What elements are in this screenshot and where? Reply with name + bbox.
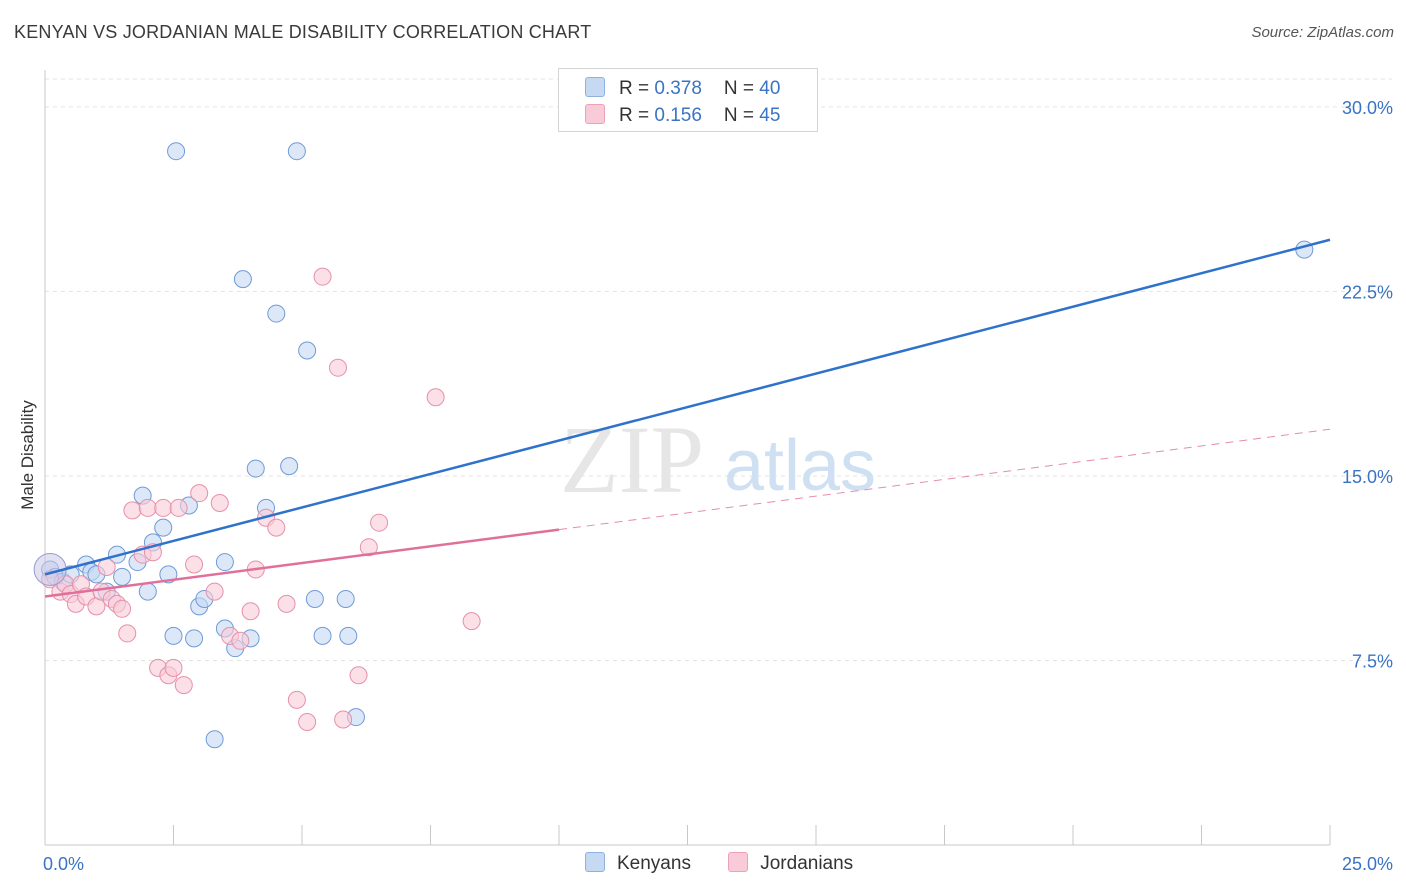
kenyan-point: [205, 730, 224, 749]
watermark-atlas: atlas: [724, 426, 876, 506]
kenyan-point: [113, 567, 132, 586]
kenyan-point: [233, 270, 252, 289]
jordanian-point: [169, 498, 188, 517]
kenyan-point: [287, 142, 306, 161]
legend-n-value: 40: [759, 78, 781, 99]
legend-n-label: N =: [723, 105, 760, 126]
legend-item-kenyans: Kenyans: [585, 852, 691, 875]
kenyans-trend-line: [44, 238, 1331, 576]
kenyan-point: [159, 565, 178, 584]
kenyan-point: [185, 629, 204, 648]
y-tick-label: 7.5%: [1352, 651, 1393, 671]
legend-label-kenyans: Kenyans: [617, 853, 691, 874]
jordanian-point: [231, 631, 250, 650]
jordanians-swatch: [728, 852, 749, 872]
kenyan-point: [336, 589, 355, 608]
jordanian-point: [241, 602, 260, 621]
kenyan-point: [267, 304, 286, 323]
jordanian-point: [359, 538, 378, 557]
jordanian-point: [334, 710, 353, 729]
y-tick-label: 22.5%: [1342, 282, 1393, 302]
jordanian-point: [205, 582, 224, 601]
kenyan-point: [215, 553, 234, 572]
kenyan-point: [246, 459, 265, 478]
legend-n-value: 45: [759, 105, 781, 126]
kenyan-point: [339, 626, 358, 645]
jordanian-point: [123, 501, 142, 520]
kenyans-swatch: [585, 852, 605, 872]
jordanian-point: [185, 555, 204, 574]
legend-n-label: N =: [723, 78, 760, 99]
source-credit: Source: ZipAtlas.com: [1251, 24, 1394, 41]
jordanian-point: [277, 594, 296, 613]
stats-legend: R = 0.378 N = 40 R = 0.156 N = 45: [558, 68, 818, 132]
kenyan-point: [305, 589, 324, 608]
jordanian-point: [287, 690, 306, 709]
kenyan-point: [167, 142, 186, 161]
legend-item-jordanians: Jordanians: [728, 852, 853, 875]
grid-lines: [45, 78, 1392, 661]
jordanian-point: [298, 712, 317, 731]
jordanian-point: [267, 518, 286, 537]
axes: [44, 70, 1331, 846]
x-tick-label: 0.0%: [43, 854, 84, 874]
y-tick-label: 30.0%: [1342, 98, 1393, 118]
jordanian-point: [462, 612, 481, 631]
watermark: ZIP atlas: [560, 406, 876, 513]
trend-lines: [44, 238, 1331, 598]
y-axis-label: Male Disability: [18, 400, 37, 510]
jordanian-point: [370, 513, 389, 532]
legend-label-jordanians: Jordanians: [760, 853, 854, 874]
jordanian-point: [190, 484, 209, 503]
legend-row-jordanians: R = 0.156 N = 45: [585, 104, 780, 126]
jordanian-point: [210, 494, 229, 513]
x-tick-label: 25.0%: [1342, 854, 1393, 874]
jordanian-point: [154, 498, 173, 517]
jordanian-point: [328, 358, 347, 377]
jordanians-swatch: [585, 104, 605, 124]
kenyan-point: [164, 626, 183, 645]
jordanian-point: [426, 388, 445, 407]
jordanian-point: [349, 666, 368, 685]
jordanian-point: [138, 498, 157, 517]
legend-r-value: 0.378: [654, 78, 702, 99]
legend-r-value: 0.156: [654, 105, 702, 126]
kenyans-swatch: [585, 77, 605, 97]
kenyan-point: [138, 582, 157, 601]
chart-title: KENYAN VS JORDANIAN MALE DISABILITY CORR…: [14, 22, 592, 42]
jordanians-trend-line: [44, 528, 560, 598]
tick-labels: 7.5% 15.0% 22.5% 30.0% 0.0% 25.0%: [43, 98, 1393, 874]
legend-row-kenyans: R = 0.378 N = 40: [585, 77, 780, 99]
jordanian-point: [113, 599, 132, 618]
jordanian-point: [313, 267, 332, 286]
watermark-zip: ZIP: [560, 406, 704, 513]
legend-r-label: R =: [619, 78, 655, 99]
kenyan-point: [313, 626, 332, 645]
jordanian-point: [118, 624, 137, 643]
y-tick-label: 15.0%: [1342, 467, 1393, 487]
jordanians-trend-extension: [558, 428, 1331, 531]
kenyan-point: [154, 518, 173, 537]
kenyan-point: [298, 341, 317, 360]
jordanian-point: [174, 676, 193, 695]
jordanian-point: [164, 658, 183, 677]
kenyan-point: [280, 457, 299, 476]
series-legend: Kenyans Jordanians: [585, 852, 885, 875]
legend-r-label: R =: [619, 105, 655, 126]
